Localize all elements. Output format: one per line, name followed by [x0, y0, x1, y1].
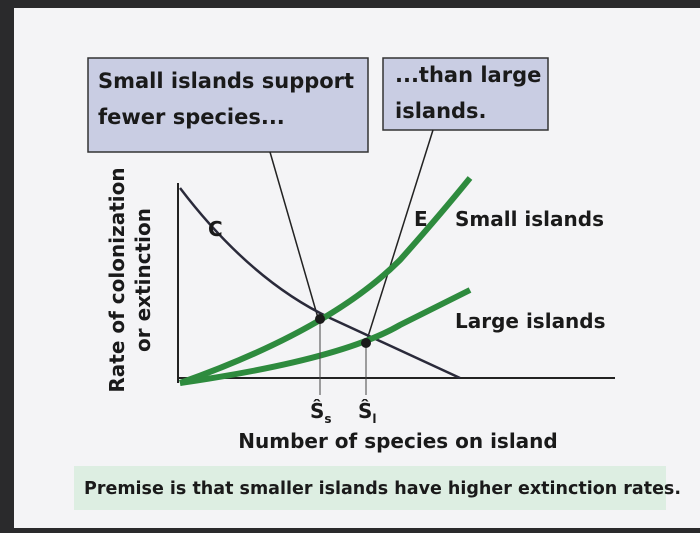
symbol: Ŝ [358, 399, 372, 423]
y-axis-label: or extinction [131, 208, 155, 352]
curve-label: E [414, 207, 428, 231]
callout-box [87, 57, 369, 153]
pointer-line [365, 129, 434, 344]
curve-label: Large islands [455, 309, 606, 333]
caption: Premise is that smaller islands have hig… [84, 479, 681, 499]
extinction-curve-large [179, 287, 472, 386]
equilibrium-point [361, 338, 371, 348]
equilibrium-label: Ŝl [358, 399, 377, 426]
pointer-line [269, 151, 319, 319]
y-axis-label: Rate of colonization [105, 167, 129, 392]
callout-text: ...than large islands. [395, 63, 541, 123]
callout-text: Small islands support fewer species... [98, 69, 354, 129]
symbol: Ŝ [310, 399, 324, 423]
subscript: l [372, 412, 376, 426]
caption-box [74, 466, 666, 510]
curve-label: Small islands [455, 207, 604, 231]
extinction-curve-small [179, 176, 473, 386]
callout-box [382, 57, 549, 131]
x-axis-label: Number of species on island [238, 429, 557, 453]
curve-label: C [208, 217, 223, 241]
subscript: s [324, 412, 331, 426]
equilibrium-point [315, 314, 325, 324]
equilibrium-label: Ŝs [310, 399, 332, 426]
